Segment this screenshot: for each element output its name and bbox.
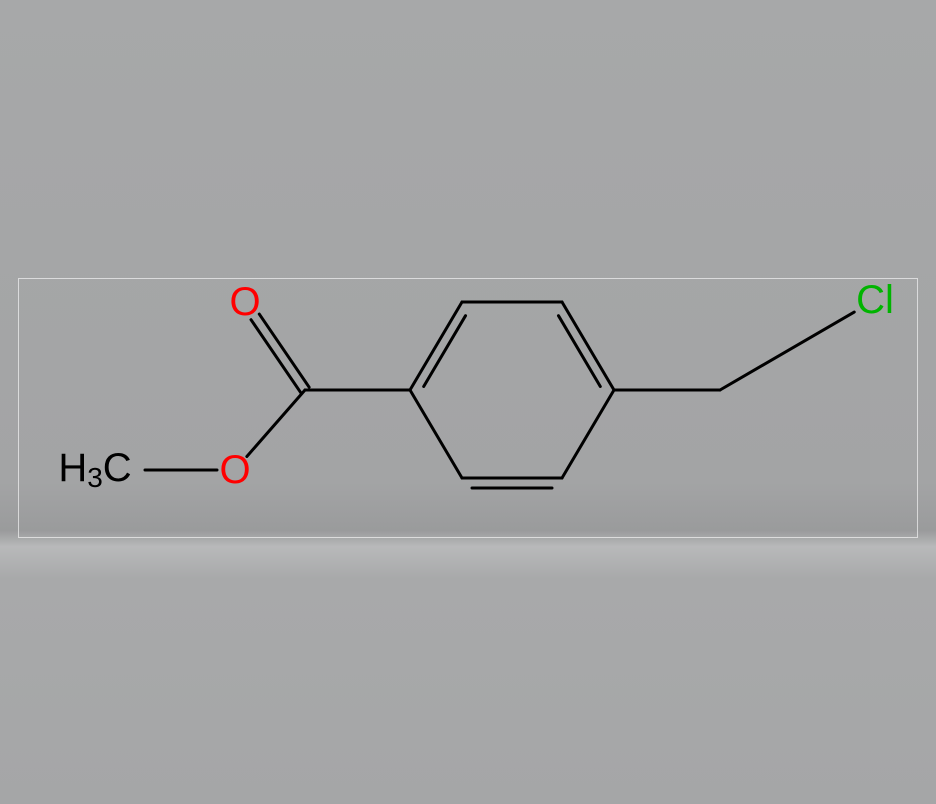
atom-O1: O — [219, 450, 250, 490]
atom-Cl: Cl — [856, 280, 894, 320]
molecule-diagram — [0, 0, 936, 804]
atom-CH3: H3C — [58, 448, 131, 492]
atom-O2: O — [229, 282, 260, 322]
